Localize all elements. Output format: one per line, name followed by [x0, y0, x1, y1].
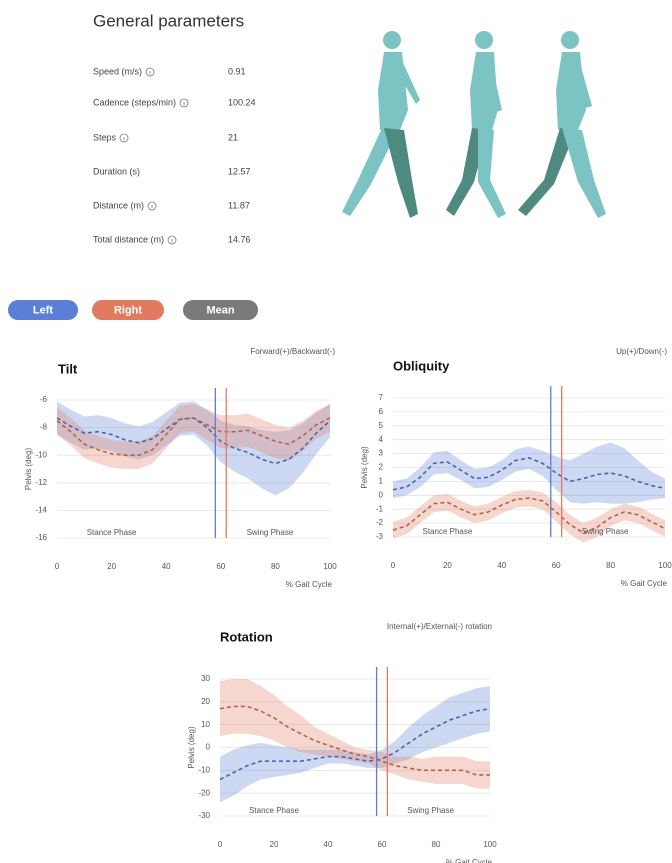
confidence-band — [57, 404, 330, 469]
y-tick-label: -10 — [198, 765, 210, 774]
param-label: Total distance (m) — [93, 234, 164, 244]
y-tick-label: 1 — [379, 477, 384, 486]
x-axis-label: % Gait Cycle — [286, 580, 333, 589]
x-tick-label: 40 — [324, 840, 333, 849]
y-axis-label: Pelvis (deg) — [360, 446, 369, 489]
chart-subtitle: Internal(+)/External(-) rotation — [387, 622, 492, 631]
x-tick-label: 80 — [432, 840, 441, 849]
x-tick-label: 20 — [270, 840, 279, 849]
phase-label: Stance Phase — [249, 806, 299, 815]
param-label: Duration (s) — [93, 166, 140, 176]
y-tick-label: -20 — [198, 788, 210, 797]
y-tick-label: 7 — [379, 393, 384, 402]
y-tick-label: 5 — [379, 421, 384, 430]
y-axis-label: Pelvis (deg) — [24, 448, 33, 491]
y-tick-label: 0 — [379, 490, 384, 499]
x-axis-label: % Gait Cycle — [621, 579, 668, 588]
x-tick-label: 20 — [443, 561, 452, 570]
y-tick-label: -2 — [376, 518, 384, 527]
y-tick-label: -16 — [35, 533, 47, 542]
x-tick-label: 100 — [658, 561, 672, 570]
y-tick-label: 30 — [201, 674, 210, 683]
y-tick-label: -14 — [35, 506, 47, 515]
walking-figures — [342, 31, 606, 218]
param-value: 11.87 — [228, 200, 250, 210]
x-tick-label: 40 — [497, 561, 506, 570]
y-tick-label: 0 — [206, 743, 211, 752]
phase-label: Swing Phase — [247, 528, 294, 537]
phase-label: Swing Phase — [582, 527, 629, 536]
y-tick-label: -12 — [35, 478, 47, 487]
x-tick-label: 100 — [323, 562, 337, 571]
param-value: 14.76 — [228, 234, 251, 244]
param-label: Cadence (steps/min) — [93, 97, 176, 107]
page: General parameters Speed (m/s) 0.91 Cadenc… — [0, 0, 672, 863]
phase-label: Stance Phase — [422, 527, 472, 536]
section-title: General parameters — [93, 11, 244, 30]
y-tick-label: -10 — [35, 450, 47, 459]
y-tick-label: -30 — [198, 811, 210, 820]
y-tick-label: -6 — [40, 395, 48, 404]
param-value: 100.24 — [228, 97, 256, 107]
y-tick-label: 3 — [379, 449, 384, 458]
y-tick-label: 6 — [379, 407, 384, 416]
y-tick-label: 10 — [201, 720, 210, 729]
toggle-label[interactable]: Left — [33, 304, 54, 316]
y-tick-label: -1 — [376, 504, 384, 513]
toggle-label[interactable]: Mean — [206, 304, 234, 316]
chart-subtitle: Up(+)/Down(-) — [616, 347, 667, 356]
x-tick-label: 0 — [391, 561, 396, 570]
param-value: 12.57 — [228, 166, 251, 176]
x-tick-label: 60 — [378, 840, 387, 849]
x-tick-label: 0 — [55, 562, 60, 571]
phase-label: Stance Phase — [87, 528, 137, 537]
y-tick-label: 20 — [201, 697, 210, 706]
chart-subtitle: Forward(+)/Backward(-) — [250, 347, 335, 356]
x-tick-label: 80 — [271, 562, 280, 571]
phase-label: Swing Phase — [407, 806, 454, 815]
y-tick-label: -8 — [40, 423, 48, 432]
chart-title: Obliquity — [393, 358, 450, 373]
x-tick-label: 40 — [162, 562, 171, 571]
x-tick-label: 100 — [483, 840, 497, 849]
x-tick-label: 20 — [107, 562, 116, 571]
x-axis-label: % Gait Cycle — [446, 858, 493, 863]
x-tick-label: 60 — [552, 561, 561, 570]
y-axis-label: Pelvis (deg) — [187, 726, 196, 769]
x-tick-label: 80 — [606, 561, 615, 570]
param-label: Speed (m/s) — [93, 66, 142, 76]
chart-title: Tilt — [58, 361, 78, 376]
y-tick-label: 4 — [379, 435, 384, 444]
param-label: Steps — [93, 132, 117, 142]
toggle-label[interactable]: Right — [114, 304, 142, 316]
y-tick-label: -3 — [376, 532, 384, 541]
chart-title: Rotation — [220, 629, 273, 644]
x-tick-label: 60 — [216, 562, 225, 571]
param-value: 21 — [228, 132, 238, 142]
x-tick-label: 0 — [218, 840, 223, 849]
param-label: Distance (m) — [93, 200, 144, 210]
param-value: 0.91 — [228, 66, 246, 76]
y-tick-label: 2 — [379, 463, 384, 472]
